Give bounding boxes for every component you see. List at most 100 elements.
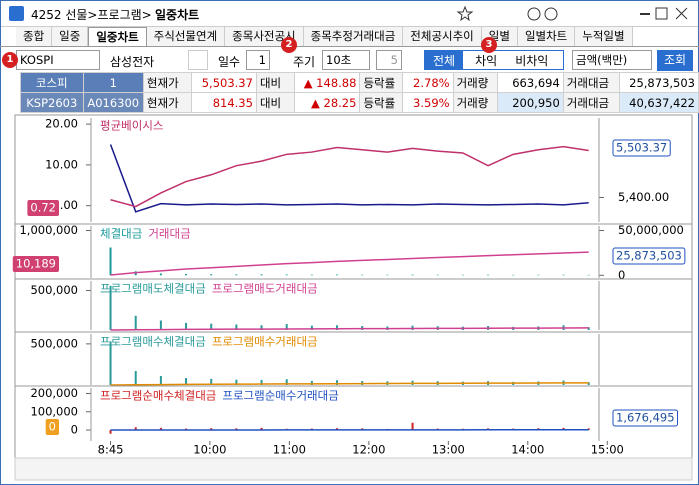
bar xyxy=(285,324,288,330)
info-row: KSP2603 A016300 현재가 814.35 대비 ▲ 28.25 등락률 3.59%… xyxy=(20,92,699,113)
market-select[interactable]: KOSPI xyxy=(16,50,100,70)
legend-entry: 체결대금 xyxy=(100,227,142,241)
tab[interactable]: 일중 xyxy=(52,27,89,46)
x-tick-label: 14:00 xyxy=(511,443,544,457)
bar xyxy=(562,274,565,276)
bar xyxy=(487,274,490,276)
bar xyxy=(134,315,137,330)
info-cell: 대비 xyxy=(255,72,295,93)
bar xyxy=(285,274,288,276)
y-tick-label: 200,000 xyxy=(30,386,78,400)
y-tick-label: 500,000 xyxy=(30,336,78,350)
info-cell: 3.59% xyxy=(402,92,454,113)
days-label: 일수 xyxy=(218,55,241,69)
bar xyxy=(159,273,162,276)
value-badge-text: 10,189 xyxy=(16,257,56,271)
legend-entry: 거래대금 xyxy=(148,227,190,241)
info-cell: 200,950 xyxy=(496,92,564,113)
y-tick-label: 1,000,000 xyxy=(19,223,78,237)
days-input[interactable]: 1 xyxy=(246,50,270,70)
value-badge xyxy=(12,256,59,272)
tab[interactable]: 종목추정거래대금 xyxy=(303,27,404,46)
bar xyxy=(109,341,112,385)
y2-tick-label: 50,000,000 xyxy=(618,223,684,237)
value-badge xyxy=(612,409,679,427)
divider xyxy=(0,46,699,47)
x-tick-label: 13:00 xyxy=(432,443,465,457)
tab[interactable]: 일별차트 xyxy=(517,27,576,46)
info-cell: 663,694 xyxy=(496,72,564,93)
period-select[interactable]: 10초 xyxy=(322,50,370,70)
bar xyxy=(159,375,162,385)
info-cell: 코스피 xyxy=(20,72,84,93)
tab-bar: 종합 일중 일중차트 주식선물연계 종목사전공시 종목추정거래대금 전체공시추이 일별 일별차트… xyxy=(16,27,633,46)
bar xyxy=(260,325,263,330)
bar xyxy=(336,380,339,385)
info-cell: 거래량 xyxy=(452,92,498,113)
info-cell: 거래량 xyxy=(452,72,498,93)
stock-name: 삼성전자 xyxy=(110,55,155,69)
marker-badge: 2 xyxy=(281,37,297,53)
value-badge-text: 25,873,503 xyxy=(616,249,682,263)
line-series xyxy=(109,144,589,213)
y-tick-label: 100,000 xyxy=(30,404,78,418)
value-badge-text: 0 xyxy=(49,420,56,434)
mode-button[interactable]: 전체 xyxy=(425,51,464,69)
x-tick-label: 12:00 xyxy=(352,443,385,457)
marker-badge: 1 xyxy=(2,52,18,68)
mode-button[interactable]: 비차익 xyxy=(515,54,549,68)
bar xyxy=(411,274,414,276)
marker-badge: 3 xyxy=(481,37,497,53)
bar xyxy=(310,325,313,330)
bar xyxy=(235,324,238,330)
y-tick-label: 0 xyxy=(71,423,78,437)
bar xyxy=(260,379,263,385)
bar xyxy=(310,274,313,276)
tab[interactable]: 종합 xyxy=(16,27,53,46)
value-badge xyxy=(27,200,59,216)
bar xyxy=(159,320,162,330)
mode-group: 전체 차익 비차익 xyxy=(424,50,564,70)
bar xyxy=(587,428,590,431)
line-series xyxy=(110,145,589,208)
window-icons[interactable] xyxy=(456,5,696,23)
bar xyxy=(185,273,188,276)
bar xyxy=(587,274,590,276)
legend-entry: 평균베이시스 xyxy=(100,119,163,133)
tab[interactable]: 일중차트 xyxy=(88,27,147,46)
tab[interactable]: 전체공시추이 xyxy=(403,27,482,46)
query-button[interactable]: 조회 xyxy=(657,50,693,71)
legend-entry: 프로그램매도체결대금 xyxy=(100,282,206,296)
value-badge-text: 5,503.37 xyxy=(616,141,667,155)
bar xyxy=(134,427,137,431)
bottom-toolbar xyxy=(14,457,693,481)
bar xyxy=(185,378,188,385)
x-tick-label: 10:00 xyxy=(193,443,226,457)
info-cell: 현재가 xyxy=(142,72,192,93)
unit-select[interactable]: 금액(백만) xyxy=(572,50,652,70)
info-cell: ▲ 28.25 xyxy=(293,92,361,113)
y-tick-label: 20.00 xyxy=(45,117,78,131)
value-badge xyxy=(612,247,686,265)
info-cell: 등락률 xyxy=(359,92,404,113)
legend-entry: 프로그램순매수거래대금 xyxy=(222,389,338,403)
bar xyxy=(436,274,439,276)
mode-button[interactable]: 차익 xyxy=(475,54,498,68)
info-cell: 등락률 xyxy=(359,72,404,93)
tab[interactable]: 누적일별 xyxy=(575,27,633,46)
x-tick-label: 8:45 xyxy=(98,443,124,457)
bar xyxy=(159,427,162,431)
bar xyxy=(562,427,565,431)
count-input[interactable]: 5 xyxy=(376,50,402,70)
line-series xyxy=(110,382,589,386)
bar xyxy=(109,430,112,434)
tab[interactable]: 주식선물연계 xyxy=(146,27,226,46)
search-button[interactable] xyxy=(188,50,208,70)
bar xyxy=(336,274,339,276)
bar xyxy=(210,274,213,276)
info-cell: 현재가 xyxy=(142,92,192,113)
period-label: 주기 xyxy=(293,55,316,69)
y-tick-label: 10.00 xyxy=(45,157,78,171)
